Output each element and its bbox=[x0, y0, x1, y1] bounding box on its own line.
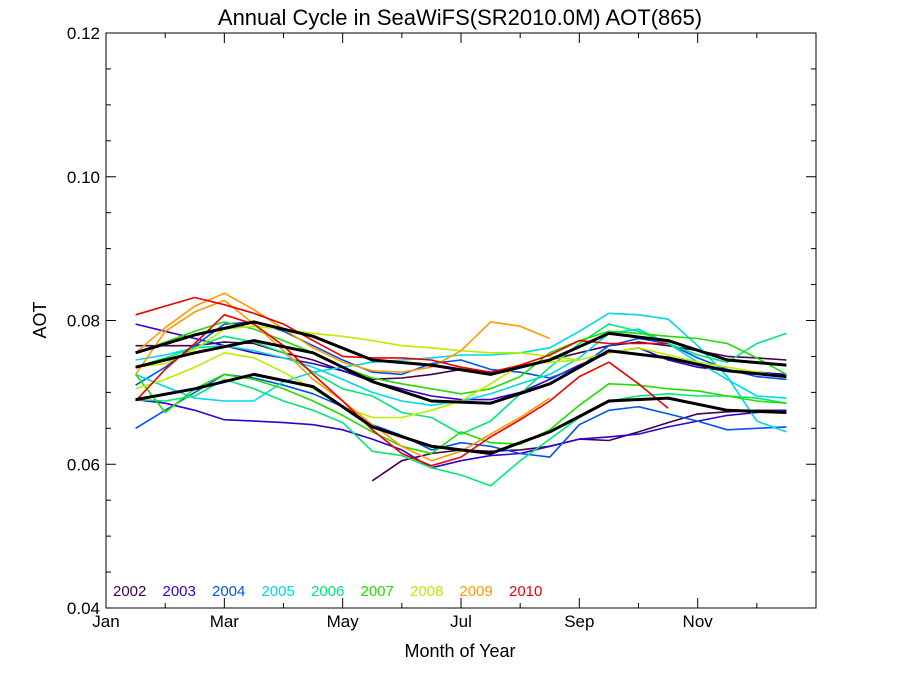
legend-item: 2003 bbox=[163, 583, 196, 600]
series-line bbox=[135, 378, 787, 487]
x-tick-label: Nov bbox=[683, 612, 714, 631]
legend-item: 2008 bbox=[410, 583, 443, 600]
x-axis-label: Month of Year bbox=[404, 641, 515, 661]
plot-frame bbox=[105, 32, 817, 609]
x-tick-label: Jan bbox=[92, 612, 119, 631]
series-line bbox=[135, 313, 669, 467]
x-tick-label: Mar bbox=[210, 612, 240, 631]
y-tick-label: 0.10 bbox=[67, 168, 100, 187]
y-tick-label: 0.12 bbox=[67, 24, 100, 43]
series-line bbox=[135, 325, 580, 368]
series-line bbox=[135, 323, 787, 401]
y-tick-label: 0.06 bbox=[67, 455, 100, 474]
series-line bbox=[135, 323, 787, 435]
mean-line bbox=[135, 372, 787, 455]
legend-item: 2004 bbox=[212, 583, 245, 600]
x-tick-label: Sep bbox=[564, 612, 594, 631]
mean-line bbox=[135, 320, 787, 376]
legend: 2002 2003 2004 2005 2006 2007 2008 2009 2010 bbox=[113, 583, 542, 600]
x-tick-labels: Jan Mar May Jul Sep Nov bbox=[92, 612, 713, 631]
y-tick-labels: 0.04 0.06 0.08 0.10 0.12 bbox=[67, 24, 100, 618]
series-line bbox=[135, 296, 669, 374]
legend-item: 2009 bbox=[460, 583, 493, 600]
data-lines bbox=[134, 292, 787, 487]
legend-item: 2005 bbox=[262, 583, 295, 600]
legend-item: 2010 bbox=[509, 583, 542, 600]
series-line bbox=[134, 373, 787, 455]
series-line bbox=[135, 292, 551, 374]
x-tick-label: May bbox=[327, 612, 360, 631]
legend-item: 2002 bbox=[113, 583, 146, 600]
series-line bbox=[135, 398, 787, 469]
y-axis-label: AOT bbox=[30, 301, 50, 338]
y-tick-label: 0.04 bbox=[67, 599, 100, 618]
legend-item: 2006 bbox=[311, 583, 344, 600]
mean-line bbox=[135, 339, 787, 405]
x-tick-label: Jul bbox=[450, 612, 472, 631]
series-line bbox=[135, 312, 787, 433]
legend-item: 2007 bbox=[361, 583, 394, 600]
chart-title: Annual Cycle in SeaWiFS(SR2010.0M) AOT(8… bbox=[218, 5, 702, 30]
axis-ticks bbox=[105, 32, 817, 609]
y-tick-label: 0.08 bbox=[67, 312, 100, 331]
